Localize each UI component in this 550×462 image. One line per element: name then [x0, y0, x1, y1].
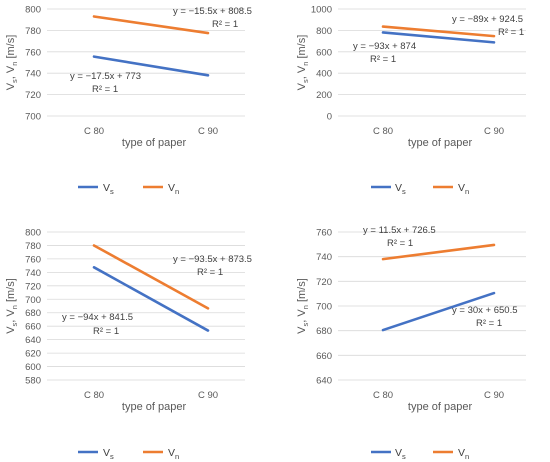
trendline-r2: R² = 1 [93, 326, 119, 337]
y-tick-label: 740 [25, 69, 41, 80]
y-tick-label: 660 [316, 351, 332, 362]
trendline-equation: y = −89x + 924.5 [452, 14, 523, 25]
y-tick-label: 680 [316, 326, 332, 337]
trendline-equation: y = −94x + 841.5 [62, 312, 133, 323]
trendline-r2: R² = 1 [498, 27, 524, 38]
series-line-vs [92, 266, 210, 332]
series-line-vs [381, 291, 496, 332]
y-tick-label: 640 [316, 376, 332, 387]
y-tick-label: 600 [25, 362, 41, 373]
series-line-vn [381, 25, 496, 38]
y-axis-label: Vs, Vn [m/s] [296, 35, 310, 91]
x-tick-label: C 90 [484, 126, 504, 137]
legend-label: Vs [395, 182, 406, 196]
y-tick-label: 800 [25, 228, 41, 239]
y-tick-label: 780 [25, 241, 41, 252]
trendline-r2: R² = 1 [212, 19, 238, 30]
x-tick-label: C 90 [484, 390, 504, 401]
legend-label: Vn [168, 182, 179, 196]
x-axis-label: type of paper [122, 401, 187, 413]
y-tick-label: 740 [25, 268, 41, 279]
trendline-equation: y = 30x + 650.5 [452, 305, 518, 316]
y-tick-label: 600 [316, 47, 332, 58]
trendline-r2: R² = 1 [476, 318, 502, 329]
series-line-vn [381, 243, 496, 261]
x-tick-label: C 80 [84, 390, 104, 401]
legend-label: Vn [168, 447, 179, 461]
series-line-vn [92, 15, 210, 35]
y-axis-label: Vs, Vn [m/s] [5, 35, 19, 91]
y-tick-label: 580 [25, 376, 41, 387]
y-tick-label: 760 [25, 254, 41, 265]
x-axis-label: type of paper [122, 137, 187, 149]
legend-label: Vn [458, 447, 469, 461]
y-tick-label: 700 [316, 302, 332, 313]
y-tick-label: 780 [25, 26, 41, 37]
y-tick-label: 720 [316, 277, 332, 288]
legend-label: Vn [458, 182, 469, 196]
y-tick-label: 660 [25, 322, 41, 333]
y-tick-label: 620 [25, 349, 41, 360]
x-tick-label: C 80 [373, 390, 393, 401]
trendline-r2: R² = 1 [92, 84, 118, 95]
x-tick-label: C 80 [373, 126, 393, 137]
y-axis-label: Vs, Vn [m/s] [5, 278, 19, 334]
trendline-equation: y = −17.5x + 773 [70, 71, 141, 82]
y-tick-label: 680 [25, 308, 41, 319]
y-tick-label: 400 [316, 69, 332, 80]
series-line-vs [381, 31, 496, 44]
y-tick-label: 760 [25, 47, 41, 58]
x-axis-label: type of paper [408, 401, 473, 413]
legend-label: Vs [395, 447, 406, 461]
chart-panel-2: 0 200 400 600 800 1000 C 80 C 90 type of paper Vs… [296, 5, 526, 196]
chart-panel-1: 700 720 740 760 780 800 C 80 C 90 type of paper V… [5, 5, 252, 197]
y-tick-label: 1000 [311, 5, 332, 16]
y-tick-label: 640 [25, 335, 41, 346]
y-tick-label: 200 [316, 90, 332, 101]
y-tick-label: 720 [25, 281, 41, 292]
x-tick-label: C 90 [198, 390, 218, 401]
x-axis-label: type of paper [408, 137, 473, 149]
x-tick-label: C 90 [198, 126, 218, 137]
series-line-vs [92, 55, 210, 77]
trendline-equation: y = −93.5x + 873.5 [173, 254, 252, 265]
chart-panel-3: 580 600 620 640 660 680 700 720 740 760 780 800 C 80… [5, 228, 252, 462]
trendline-r2: R² = 1 [197, 267, 223, 278]
trendline-equation: y = −93x + 874 [353, 41, 416, 52]
y-tick-label: 0 [327, 112, 332, 123]
trendline-equation: y = 11.5x + 726.5 [363, 225, 436, 236]
y-tick-label: 740 [316, 252, 332, 263]
x-tick-label: C 80 [84, 126, 104, 137]
y-tick-label: 800 [25, 5, 41, 16]
trendline-r2: R² = 1 [370, 54, 396, 65]
legend-label: Vs [103, 182, 114, 196]
chart-panel-4: 640 660 680 700 720 740 760 C 80 C 90 type of pap… [296, 225, 526, 461]
y-tick-label: 700 [25, 112, 41, 123]
y-tick-label: 720 [25, 90, 41, 101]
y-tick-label: 800 [316, 26, 332, 37]
y-axis-label: Vs, Vn [m/s] [296, 278, 310, 334]
series-line-vn [92, 244, 210, 310]
trendline-equation: y = −15.5x + 808.5 [173, 6, 252, 17]
legend-label: Vs [103, 447, 114, 461]
y-tick-label: 700 [25, 295, 41, 306]
trendline-r2: R² = 1 [387, 238, 413, 249]
y-tick-label: 760 [316, 228, 332, 239]
